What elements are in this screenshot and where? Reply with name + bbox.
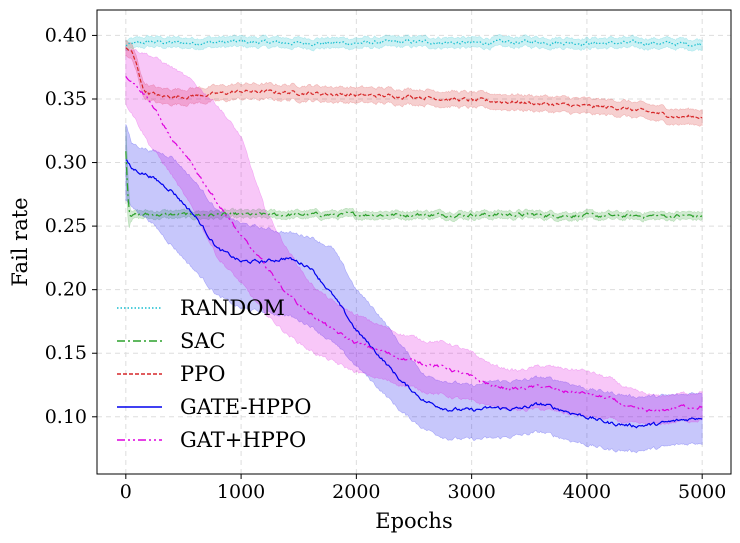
band-gate-hppo: [125, 124, 703, 454]
grid: [97, 10, 731, 474]
legend-label-gat-hppo: GAT+HPPO: [180, 428, 306, 452]
band-random: [125, 33, 703, 52]
x-axis-label: Epochs: [375, 509, 452, 533]
y-tick-label: 0.30: [45, 152, 87, 174]
y-tick-label: 0.25: [45, 215, 87, 237]
line-random: [125, 38, 703, 47]
y-tick-label: 0.20: [45, 279, 87, 301]
x-tick-label: 3000: [447, 481, 495, 503]
y-tick-label: 0.40: [45, 24, 87, 46]
y-tick-label: 0.10: [45, 406, 87, 428]
plot-frame: [96, 9, 732, 475]
legend-label-gate-hppo: GATE-HPPO: [180, 395, 311, 419]
legend-label-ppo: PPO: [180, 362, 225, 386]
y-tick-label: 0.15: [45, 342, 87, 364]
line-sac: [125, 151, 703, 219]
y-axis-ticks: 0.10 0.15 0.20 0.25 0.30 0.35 0.40: [45, 24, 97, 428]
x-tick-label: 1000: [217, 481, 265, 503]
y-axis-label: Fail rate: [8, 197, 32, 286]
series-lines: [125, 38, 703, 429]
line-gate-hppo: [125, 159, 703, 429]
band-sac: [125, 125, 703, 228]
legend-label-random: RANDOM: [180, 296, 285, 320]
line-gat-hppo: [125, 75, 703, 413]
x-tick-label: 2000: [332, 481, 380, 503]
y-tick-label: 0.35: [45, 88, 87, 110]
x-tick-label: 4000: [563, 481, 611, 503]
line-ppo: [125, 47, 703, 120]
legend-label-sac: SAC: [180, 329, 226, 353]
band-ppo: [125, 39, 703, 127]
x-axis-ticks: 0 1000 2000 3000 4000 5000: [120, 474, 726, 503]
legend: RANDOM SAC PPO GATE-HPPO GAT+HPPO: [117, 296, 311, 452]
x-tick-label: 5000: [678, 481, 726, 503]
x-tick-label: 0: [120, 481, 132, 503]
